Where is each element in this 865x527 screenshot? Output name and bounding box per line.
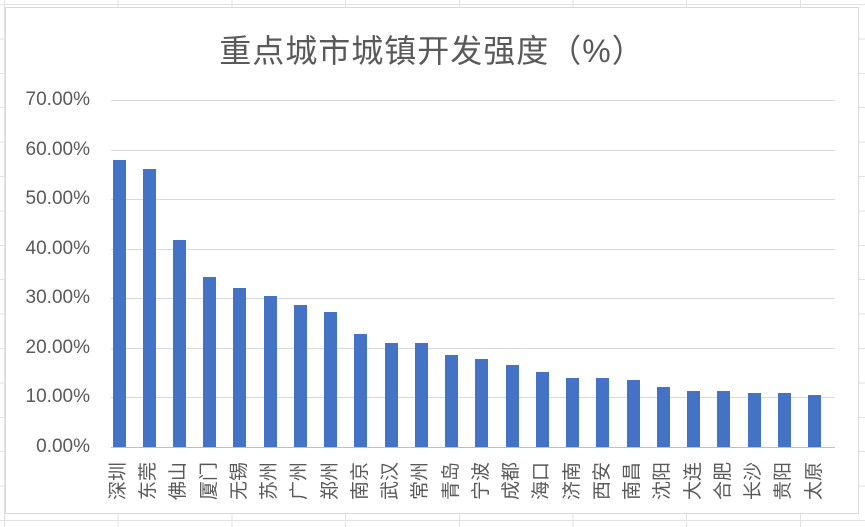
bar[interactable] [142, 168, 156, 447]
x-axis-category-label: 苏州 [259, 462, 281, 501]
x-axis-category-label: 成都 [501, 462, 523, 501]
bar[interactable] [656, 387, 670, 447]
x-axis-category-label: 长沙 [743, 462, 765, 501]
bar[interactable] [172, 239, 186, 447]
bar[interactable] [293, 304, 307, 447]
y-axis-tick-label: 40.00% [25, 238, 90, 259]
bar[interactable] [414, 342, 428, 447]
bar[interactable] [777, 392, 791, 447]
x-axis-category-label: 南京 [349, 462, 371, 501]
x-axis-category-label: 宁波 [470, 462, 492, 501]
gridline [111, 397, 835, 398]
plot-area: 0.00% 10.00% 20.00% 30.00% 40.00% 50.00% 60.00… [6, 8, 858, 513]
x-axis-category-label: 青岛 [440, 462, 462, 501]
y-axis-tick-label: 60.00% [25, 139, 90, 160]
x-axis-category-label: 西安 [591, 462, 613, 501]
x-axis-category-label: 沈阳 [652, 462, 674, 501]
bar[interactable] [687, 390, 701, 447]
gridline [111, 348, 835, 349]
gridline [111, 150, 835, 151]
bar[interactable] [747, 392, 761, 447]
x-axis-category-label: 武汉 [380, 462, 402, 501]
x-axis-category-label: 东莞 [138, 462, 160, 501]
bar[interactable] [596, 377, 610, 447]
x-axis-category-label: 广州 [289, 462, 311, 501]
x-axis-category-label: 济南 [561, 462, 583, 501]
chart-title: 重点城市城镇开发强度（%） [219, 33, 645, 69]
bar[interactable] [475, 358, 489, 447]
bar[interactable] [233, 288, 247, 447]
x-axis-category-label: 无锡 [228, 462, 250, 501]
x-axis-line [111, 447, 835, 448]
chart-area[interactable]: 重点城市城镇开发强度（%） 0.00% 10.00% 20.00% 30.00% 40.… [5, 7, 859, 514]
y-axis-tick-label: 10.00% [25, 386, 90, 407]
x-axis-category-label: 南昌 [622, 462, 644, 501]
bar[interactable] [717, 390, 731, 447]
bar[interactable] [112, 159, 126, 447]
x-axis-category-label: 厦门 [198, 462, 220, 501]
bar[interactable] [566, 377, 580, 447]
x-axis-category-label: 太原 [803, 462, 825, 501]
bar[interactable] [324, 312, 338, 447]
bar[interactable] [384, 342, 398, 447]
bar[interactable] [203, 277, 217, 447]
bar[interactable] [626, 380, 640, 447]
x-axis-category-label: 海口 [531, 462, 553, 501]
y-axis-tick-label: 0.00% [36, 436, 90, 457]
bar[interactable] [808, 395, 822, 447]
gridline [111, 199, 835, 200]
y-axis-tick-label: 70.00% [25, 89, 90, 110]
y-axis-tick-label: 20.00% [25, 337, 90, 358]
bar[interactable] [354, 334, 368, 447]
bar[interactable] [263, 295, 277, 447]
bar[interactable] [505, 365, 519, 447]
x-axis-category-label: 深圳 [108, 462, 129, 501]
y-axis-tick-label: 30.00% [25, 287, 90, 308]
gridline [111, 249, 835, 250]
gridline [111, 298, 835, 299]
x-axis-category-label: 合肥 [712, 462, 734, 501]
bar[interactable] [535, 371, 549, 447]
bar[interactable] [445, 355, 459, 447]
x-axis-category-label: 贵阳 [773, 462, 795, 501]
x-axis-category-label: 佛山 [168, 462, 190, 501]
x-axis-category-label: 郑州 [319, 462, 341, 501]
x-axis-category-label: 大连 [682, 462, 704, 501]
y-axis-tick-label: 50.00% [25, 188, 90, 209]
gridline [111, 100, 835, 101]
x-axis-category-label: 常州 [410, 462, 432, 501]
